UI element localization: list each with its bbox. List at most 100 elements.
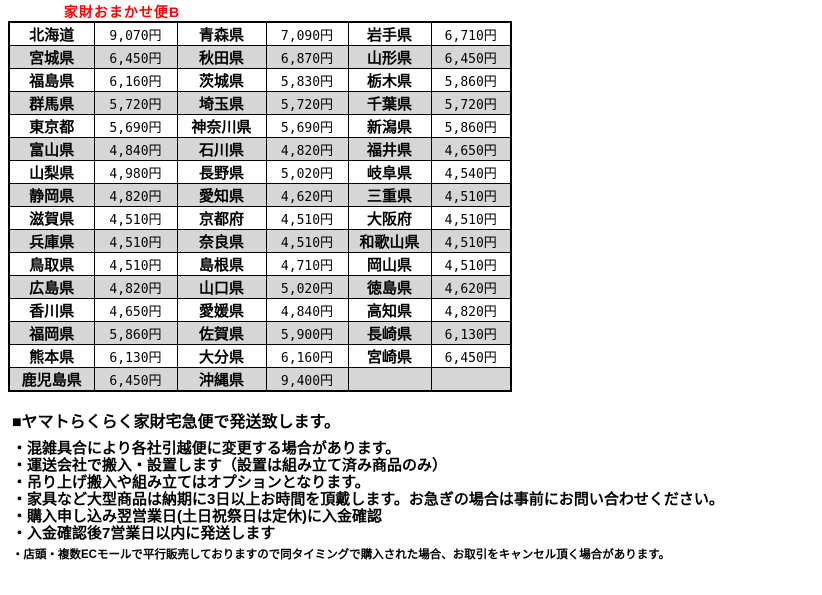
note-line: ・吊り上げ搬入や組み立てはオプションとなります。 xyxy=(12,474,370,491)
table-row: 山梨県 4,980円 長野県 5,020円 岐阜県 4,540円 xyxy=(8,160,512,184)
price-cell: 9,070円 xyxy=(93,21,178,46)
price-cell: 5,860円 xyxy=(430,68,512,92)
price-cell: 4,510円 xyxy=(430,229,512,253)
price-cell: 5,860円 xyxy=(430,114,512,138)
prefecture-cell: 愛知県 xyxy=(176,183,267,207)
price-cell: 4,820円 xyxy=(430,298,512,322)
prefecture-cell: 和歌山県 xyxy=(347,229,432,253)
price-cell: 4,820円 xyxy=(93,183,178,207)
notes-list: ・混雑具合により各社引越便に変更する場合があります。 ・運送会社で搬入・設置します… xyxy=(12,440,812,542)
prefecture-cell: 宮崎県 xyxy=(347,344,432,368)
prefecture-cell: 愛媛県 xyxy=(176,298,267,322)
table-row: 熊本県 6,130円 大分県 6,160円 宮崎県 6,450円 xyxy=(8,344,512,368)
notes-section: ■ヤマトらくらく家財宅急便で発送致します。 ・混雑具合により各社引越便に変更する… xyxy=(12,414,812,562)
prefecture-cell: 山梨県 xyxy=(8,160,95,184)
table-row: 福岡県 5,860円 佐賀県 5,900円 長崎県 6,130円 xyxy=(8,321,512,345)
prefecture-cell: 東京都 xyxy=(8,114,95,138)
notes-heading: ■ヤマトらくらく家財宅急便で発送致します。 xyxy=(12,414,341,431)
table-row: 北海道 9,070円 青森県 7,090円 岩手県 6,710円 xyxy=(8,21,512,46)
prefecture-cell: 茨城県 xyxy=(176,68,267,92)
price-cell: 6,450円 xyxy=(93,367,178,392)
prefecture-cell: 沖縄県 xyxy=(176,367,267,392)
prefecture-cell: 岩手県 xyxy=(347,21,432,46)
prefecture-cell: 佐賀県 xyxy=(176,321,267,345)
price-cell: 5,900円 xyxy=(265,321,349,345)
prefecture-cell: 宮城県 xyxy=(8,45,95,69)
prefecture-cell: 神奈川県 xyxy=(176,114,267,138)
prefecture-cell: 山口県 xyxy=(176,275,267,299)
table-row: 東京都 5,690円 神奈川県 5,690円 新潟県 5,860円 xyxy=(8,114,512,138)
prefecture-cell: 三重県 xyxy=(347,183,432,207)
price-cell: 7,090円 xyxy=(265,21,349,46)
table-row: 鹿児島県 6,450円 沖縄県 9,400円 xyxy=(8,367,512,392)
page-title: 家財おまかせ便B xyxy=(64,4,181,20)
price-cell: 5,830円 xyxy=(265,68,349,92)
table-row: 鳥取県 4,510円 島根県 4,710円 岡山県 4,510円 xyxy=(8,252,512,276)
price-cell: 5,690円 xyxy=(265,114,349,138)
prefecture-cell: 北海道 xyxy=(8,21,95,46)
price-cell: 6,130円 xyxy=(430,321,512,345)
price-cell: 6,450円 xyxy=(93,45,178,69)
price-cell: 4,820円 xyxy=(93,275,178,299)
prefecture-cell: 福島県 xyxy=(8,68,95,92)
prefecture-cell: 鹿児島県 xyxy=(8,367,95,392)
price-cell: 4,510円 xyxy=(93,206,178,230)
price-cell: 6,160円 xyxy=(93,68,178,92)
prefecture-cell: 長野県 xyxy=(176,160,267,184)
price-cell xyxy=(430,367,512,392)
note-line: ・家具など大型商品は納期に3日以上お時間を頂戴します。お急ぎの場合は事前にお問い… xyxy=(12,491,724,508)
prefecture-cell: 徳島県 xyxy=(347,275,432,299)
price-cell: 4,540円 xyxy=(430,160,512,184)
price-cell: 4,510円 xyxy=(93,252,178,276)
table-row: 群馬県 5,720円 埼玉県 5,720円 千葉県 5,720円 xyxy=(8,91,512,115)
price-cell: 6,870円 xyxy=(265,45,349,69)
note-line: ・運送会社で搬入・設置します（設置は組み立て済み商品のみ） xyxy=(12,457,448,474)
prefecture-cell: 香川県 xyxy=(8,298,95,322)
price-cell: 5,720円 xyxy=(430,91,512,115)
prefecture-cell: 栃木県 xyxy=(347,68,432,92)
price-cell: 6,130円 xyxy=(93,344,178,368)
price-cell: 4,820円 xyxy=(265,137,349,161)
price-cell: 5,720円 xyxy=(93,91,178,115)
prefecture-cell: 岡山県 xyxy=(347,252,432,276)
table-row: 香川県 4,650円 愛媛県 4,840円 高知県 4,820円 xyxy=(8,298,512,322)
price-cell: 4,620円 xyxy=(265,183,349,207)
table-row: 宮城県 6,450円 秋田県 6,870円 山形県 6,450円 xyxy=(8,45,512,69)
price-cell: 4,510円 xyxy=(265,229,349,253)
prefecture-cell: 広島県 xyxy=(8,275,95,299)
prefecture-cell: 新潟県 xyxy=(347,114,432,138)
price-cell: 4,980円 xyxy=(93,160,178,184)
table-row: 滋賀県 4,510円 京都府 4,510円 大阪府 4,510円 xyxy=(8,206,512,230)
price-cell: 4,510円 xyxy=(93,229,178,253)
price-cell: 4,620円 xyxy=(430,275,512,299)
prefecture-cell: 島根県 xyxy=(176,252,267,276)
prefecture-cell: 静岡県 xyxy=(8,183,95,207)
prefecture-cell: 京都府 xyxy=(176,206,267,230)
price-cell: 4,650円 xyxy=(93,298,178,322)
price-cell: 5,860円 xyxy=(93,321,178,345)
price-cell: 4,510円 xyxy=(430,183,512,207)
prefecture-cell: 長崎県 xyxy=(347,321,432,345)
note-line: ・入金確認後7営業日以内に発送します xyxy=(12,525,276,542)
price-cell: 5,020円 xyxy=(265,275,349,299)
price-cell: 6,450円 xyxy=(430,45,512,69)
note-line: ・購入申し込み翌営業日(土日祝祭日は定休)に入金確認 xyxy=(12,508,382,525)
prefecture-cell: 富山県 xyxy=(8,137,95,161)
prefecture-cell: 岐阜県 xyxy=(347,160,432,184)
prefecture-cell: 高知県 xyxy=(347,298,432,322)
price-cell: 4,510円 xyxy=(265,206,349,230)
price-cell: 5,720円 xyxy=(265,91,349,115)
price-cell: 6,450円 xyxy=(430,344,512,368)
prefecture-cell: 奈良県 xyxy=(176,229,267,253)
prefecture-cell: 熊本県 xyxy=(8,344,95,368)
prefecture-cell: 鳥取県 xyxy=(8,252,95,276)
note-line: ・混雑具合により各社引越便に変更する場合があります。 xyxy=(12,440,401,457)
prefecture-cell: 福岡県 xyxy=(8,321,95,345)
price-table-body: 北海道 9,070円 青森県 7,090円 岩手県 6,710円 宮城県 6,450円 秋田県 6… xyxy=(8,21,512,392)
price-cell: 9,400円 xyxy=(265,367,349,392)
prefecture-cell: 福井県 xyxy=(347,137,432,161)
price-cell: 4,650円 xyxy=(430,137,512,161)
notes-footnote: ・店頭・複数ECモールで平行販売しておりますので同タイミングで購入された場合、お… xyxy=(12,549,671,561)
price-cell: 4,840円 xyxy=(265,298,349,322)
